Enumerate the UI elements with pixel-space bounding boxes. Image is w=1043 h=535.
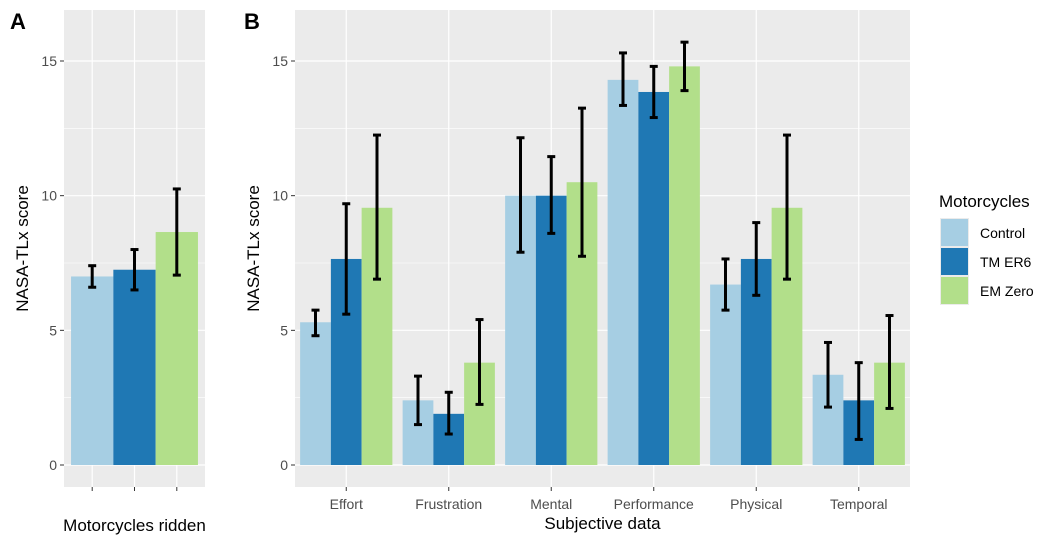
legend: Motorcycles Control TM ER6 EM Zero	[939, 192, 1034, 305]
y-tick-label: 10	[41, 188, 57, 204]
x-tick-label: Temporal	[830, 496, 888, 512]
bar-em-zero	[669, 66, 700, 466]
panel-b-chart: 0 5 10 15 Effort Frustration Mental Performanc…	[244, 10, 910, 533]
legend-title: Motorcycles	[939, 192, 1030, 211]
panel-a-error-bars	[88, 187, 181, 292]
legend-swatch	[941, 277, 968, 304]
panel-b-background	[295, 10, 910, 487]
panel-b-x-ticks: Effort Frustration Mental Performance Physic…	[330, 487, 888, 512]
bar-control	[300, 322, 331, 465]
x-tick-label: Mental	[530, 496, 572, 512]
x-tick-label: Effort	[330, 496, 363, 512]
legend-items: Control TM ER6 EM Zero	[940, 218, 1034, 305]
y-tick-label: 0	[280, 457, 288, 473]
y-tick-label: 5	[280, 322, 288, 338]
bar-tm-er6	[638, 91, 670, 466]
legend-swatch	[941, 219, 968, 246]
panel-a-chart: 0 5 10 15 Motorcycles ridden NASA-TLx score	[13, 10, 206, 535]
bar-control	[607, 79, 639, 465]
panel-tag-b: B	[244, 9, 260, 34]
y-tick-label: 15	[41, 53, 57, 69]
x-tick-label: Performance	[614, 496, 694, 512]
y-tick-label: 10	[272, 188, 288, 204]
panel-tag-a: A	[10, 9, 26, 34]
bar-control	[71, 276, 114, 465]
y-tick-label: 5	[49, 322, 57, 338]
legend-label: TM ER6	[980, 254, 1032, 270]
bar-control	[710, 284, 741, 465]
panel-b-x-axis-title: Subjective data	[544, 514, 661, 533]
panel-a-y-ticks: 0 5 10 15	[41, 53, 64, 473]
legend-label: Control	[980, 225, 1025, 241]
panel-b-y-ticks: 0 5 10 15	[272, 53, 295, 473]
x-tick-label: Frustration	[415, 496, 482, 512]
legend-swatch	[941, 248, 968, 275]
panel-b-y-axis-title: NASA-TLx score	[244, 185, 263, 312]
panel-a-y-axis-title: NASA-TLx score	[13, 185, 32, 312]
panel-a-x-ticks	[91, 487, 178, 491]
y-tick-label: 0	[49, 457, 57, 473]
panel-b-error-bars	[311, 40, 894, 441]
bar-tm-er6	[535, 195, 567, 465]
bar-tm-er6	[113, 269, 156, 465]
x-tick-label: Physical	[730, 496, 782, 512]
legend-label: EM Zero	[980, 283, 1034, 299]
y-tick-label: 15	[272, 53, 288, 69]
panel-a-x-axis-title: Motorcycles ridden	[63, 516, 206, 535]
